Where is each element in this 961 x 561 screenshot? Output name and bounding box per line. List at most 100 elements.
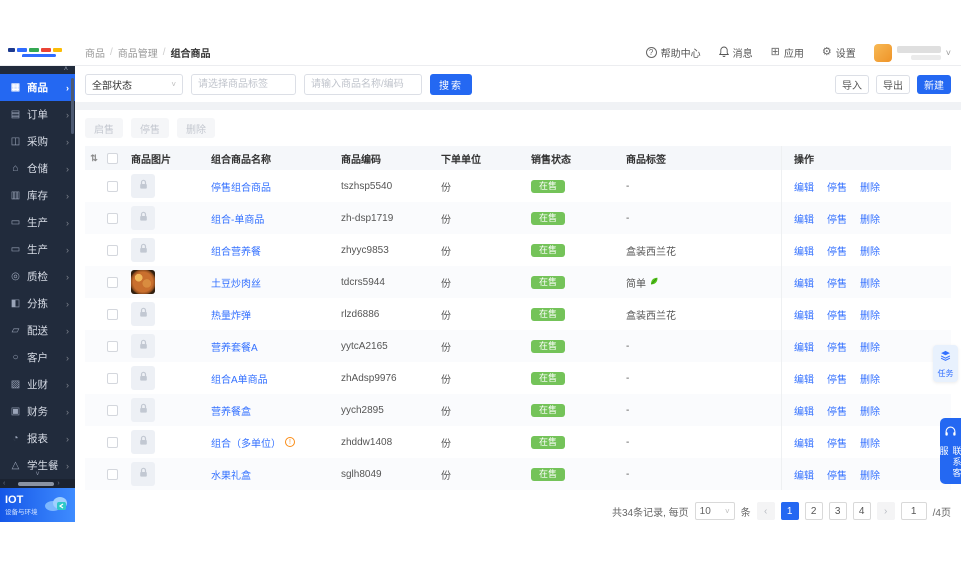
delete-link[interactable]: 删除 — [860, 438, 880, 450]
avatar[interactable] — [873, 43, 892, 62]
apps-button[interactable]: ⊞ 应用 — [771, 45, 804, 61]
sidebar-horizontal-scrollbar[interactable]: ‹ › — [0, 479, 75, 488]
delete-link[interactable]: 删除 — [860, 342, 880, 354]
row-checkbox[interactable] — [107, 468, 118, 480]
sidebar-item-5[interactable]: ▭ 生产 › — [0, 209, 75, 236]
product-name-link[interactable]: 组合A单商品 — [211, 374, 268, 386]
sidebar-item-7[interactable]: ◎ 质检 › — [0, 263, 75, 290]
column-settings-icon[interactable]: ⇅ — [90, 152, 98, 163]
per-page-select[interactable]: 10 ˅ — [694, 502, 735, 520]
delete-link[interactable]: 删除 — [860, 406, 880, 418]
tag-filter-input[interactable] — [191, 73, 296, 95]
product-name-link[interactable]: 水果礼盒 — [211, 470, 251, 482]
select-all-checkbox[interactable] — [107, 152, 118, 164]
stop-sale-link[interactable]: 停售 — [827, 342, 847, 354]
name-search-input[interactable] — [304, 73, 422, 95]
sidebar-scrollbar[interactable] — [71, 78, 74, 134]
bulk-stop-sale-button[interactable]: 停售 — [131, 118, 169, 138]
export-button[interactable]: 导出 — [876, 74, 910, 94]
tasks-floating-button[interactable]: 任务 — [933, 345, 958, 382]
stop-sale-link[interactable]: 停售 — [827, 246, 847, 258]
row-checkbox[interactable] — [107, 276, 118, 288]
sidebar-scroll-down-icon[interactable]: ˅ — [35, 471, 40, 478]
stop-sale-link[interactable]: 停售 — [827, 406, 847, 418]
stop-sale-link[interactable]: 停售 — [827, 182, 847, 194]
breadcrumb-goods[interactable]: 商品 — [85, 49, 105, 60]
product-name-link[interactable]: 组合-单商品 — [211, 214, 265, 226]
product-name-link[interactable]: 营养餐盒 — [211, 406, 251, 418]
sidebar-item-6[interactable]: ▭ 生产 › — [0, 236, 75, 263]
edit-link[interactable]: 编辑 — [794, 470, 814, 482]
page-button-2[interactable]: 2 — [804, 502, 823, 520]
stop-sale-link[interactable]: 停售 — [827, 374, 847, 386]
bulk-enable-sale-button[interactable]: 启售 — [85, 118, 123, 138]
edit-link[interactable]: 编辑 — [794, 278, 814, 290]
row-checkbox[interactable] — [107, 404, 118, 416]
contact-service-floating-button[interactable]: 联系客服 — [939, 418, 961, 484]
sidebar-item-1[interactable]: ▤ 订单 › — [0, 101, 75, 128]
page-button-1[interactable]: 1 — [780, 502, 799, 520]
delete-link[interactable]: 删除 — [860, 374, 880, 386]
messages-button[interactable]: 消息 — [718, 45, 753, 60]
sidebar-item-8[interactable]: ◧ 分拣 › — [0, 290, 75, 317]
delete-link[interactable]: 删除 — [860, 310, 880, 322]
row-checkbox[interactable] — [107, 212, 118, 224]
row-checkbox[interactable] — [107, 372, 118, 384]
scroll-left-icon[interactable]: ‹ — [3, 480, 6, 487]
sidebar-item-9[interactable]: ▱ 配送 › — [0, 317, 75, 344]
stop-sale-link[interactable]: 停售 — [827, 310, 847, 322]
edit-link[interactable]: 编辑 — [794, 246, 814, 258]
product-name-link[interactable]: 组合（多单位） — [211, 438, 281, 450]
edit-link[interactable]: 编辑 — [794, 310, 814, 322]
help-center-button[interactable]: ? 帮助中心 — [645, 45, 701, 60]
iot-banner[interactable]: IOT 设备与环境 — [0, 488, 75, 522]
breadcrumb-goods-management[interactable]: 商品管理 — [117, 49, 158, 60]
product-name-link[interactable]: 营养套餐A — [211, 342, 258, 354]
edit-link[interactable]: 编辑 — [794, 374, 814, 386]
row-checkbox[interactable] — [107, 244, 118, 256]
scrollbar-thumb[interactable] — [18, 481, 55, 486]
row-checkbox[interactable] — [107, 340, 118, 352]
page-jump-input[interactable] — [900, 502, 927, 520]
delete-link[interactable]: 删除 — [860, 246, 880, 258]
bulk-delete-button[interactable]: 删除 — [177, 118, 215, 138]
product-name-link[interactable]: 热量炸弹 — [211, 310, 251, 322]
sidebar-item-goods[interactable]: ▦ 商品 › — [0, 74, 75, 101]
edit-link[interactable]: 编辑 — [794, 342, 814, 354]
stop-sale-link[interactable]: 停售 — [827, 470, 847, 482]
prev-page-button[interactable]: ‹ — [756, 502, 775, 520]
product-name-link[interactable]: 土豆炒肉丝 — [211, 278, 261, 290]
edit-link[interactable]: 编辑 — [794, 438, 814, 450]
search-button[interactable]: 搜索 — [430, 73, 472, 95]
next-page-button[interactable]: › — [876, 502, 895, 520]
edit-link[interactable]: 编辑 — [794, 406, 814, 418]
edit-link[interactable]: 编辑 — [794, 182, 814, 194]
page-button-3[interactable]: 3 — [828, 502, 847, 520]
row-checkbox[interactable] — [107, 308, 118, 320]
edit-link[interactable]: 编辑 — [794, 214, 814, 226]
status-select[interactable]: 全部状态 ˅ — [85, 73, 183, 95]
user-menu[interactable]: ˅ — [873, 43, 951, 62]
product-name-link[interactable]: 停售组合商品 — [211, 182, 271, 194]
settings-button[interactable]: ⚙ 设置 — [822, 45, 856, 61]
sidebar-item-2[interactable]: ◫ 采购 › — [0, 128, 75, 155]
sidebar-item-3[interactable]: ⌂ 仓储 › — [0, 155, 75, 182]
stop-sale-link[interactable]: 停售 — [827, 438, 847, 450]
delete-link[interactable]: 删除 — [860, 182, 880, 194]
row-checkbox[interactable] — [107, 180, 118, 192]
sidebar-item-11[interactable]: ▨ 业财 › — [0, 371, 75, 398]
sidebar-scroll-up-icon[interactable]: ˄ — [63, 66, 68, 73]
delete-link[interactable]: 删除 — [860, 278, 880, 290]
stop-sale-link[interactable]: 停售 — [827, 278, 847, 290]
delete-link[interactable]: 删除 — [860, 214, 880, 226]
create-button[interactable]: 新建 — [917, 74, 951, 94]
sidebar-item-10[interactable]: ○ 客户 › — [0, 344, 75, 371]
row-checkbox[interactable] — [107, 436, 118, 448]
product-name-link[interactable]: 组合营养餐 — [211, 246, 261, 258]
import-button[interactable]: 导入 — [835, 74, 869, 94]
sidebar-item-12[interactable]: ▣ 财务 › — [0, 398, 75, 425]
scroll-right-icon[interactable]: › — [57, 480, 60, 487]
delete-link[interactable]: 删除 — [860, 470, 880, 482]
page-button-4[interactable]: 4 — [852, 502, 871, 520]
sidebar-item-13[interactable]: ◔ 报表 › — [0, 425, 75, 452]
